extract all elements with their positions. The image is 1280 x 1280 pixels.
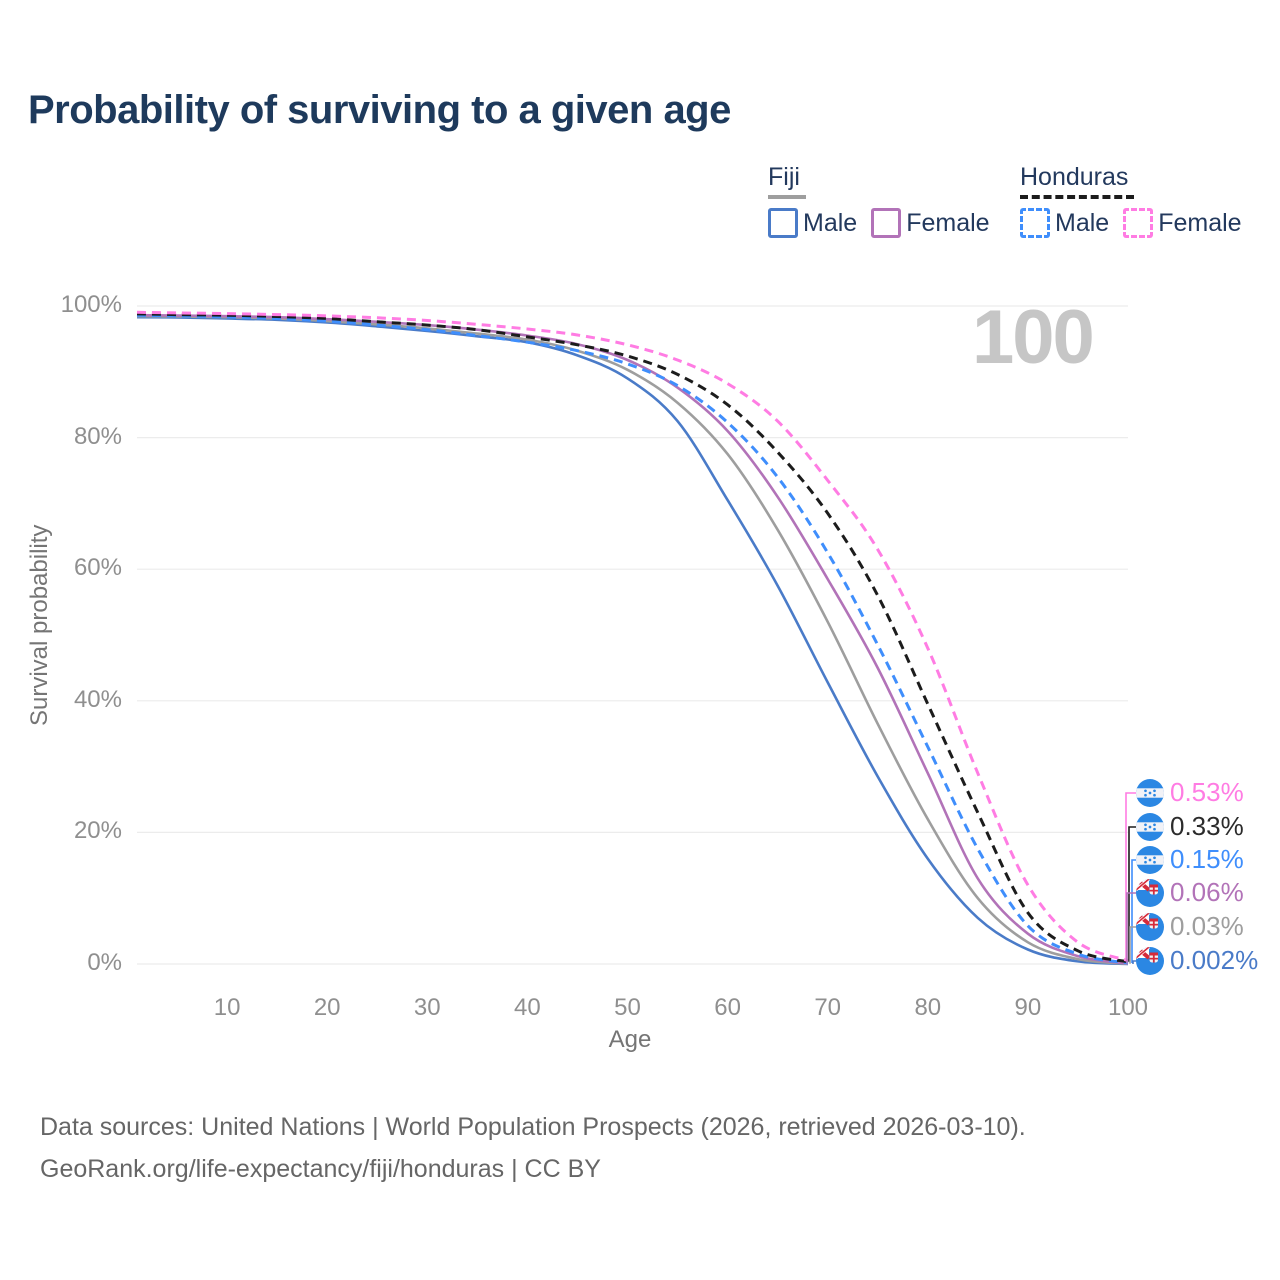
end-label-honduras-all: 0.33% — [1136, 811, 1244, 842]
end-label-fiji-female: 0.06% — [1136, 877, 1244, 908]
series-line-fiji-all[interactable] — [136, 314, 1129, 966]
x-axis-title: Age — [608, 1026, 652, 1053]
x-tick-label: 40 — [514, 994, 541, 1021]
x-tick-label: 100 — [1107, 994, 1149, 1021]
end-label-connector — [1126, 892, 1136, 964]
fiji-flag-icon — [1136, 878, 1164, 907]
end-label-honduras-male: 0.15% — [1136, 844, 1244, 875]
honduras-line-swatch — [1020, 195, 1134, 199]
end-label-value: 0.33% — [1170, 811, 1244, 841]
legend-item-fiji-male[interactable]: Male — [768, 208, 857, 238]
series-line-fiji-female[interactable] — [136, 313, 1129, 965]
y-tick-label: 0% — [87, 949, 122, 976]
x-tick-label: 60 — [714, 994, 741, 1021]
legend-country-honduras[interactable]: Honduras — [1020, 163, 1129, 191]
fiji-flag-icon — [1136, 946, 1164, 975]
legend-label-fiji-male: Male — [803, 208, 858, 237]
series-line-honduras-male[interactable] — [136, 313, 1129, 965]
x-tick-label: 80 — [914, 994, 942, 1021]
end-label-fiji-all: 0.03% — [1136, 911, 1244, 942]
end-label-connector — [1132, 960, 1136, 964]
legend-country-fiji[interactable]: Fiji — [768, 163, 800, 191]
end-label-honduras-female: 0.53% — [1136, 777, 1244, 808]
end-label-connector — [1131, 859, 1136, 963]
honduras-flag-icon — [1136, 778, 1164, 807]
series-line-honduras-female[interactable] — [136, 310, 1129, 962]
legend-item-honduras-female[interactable]: Female — [1123, 208, 1242, 238]
honduras-female-checkbox-icon[interactable] — [1123, 208, 1154, 238]
fiji-male-checkbox-icon[interactable] — [768, 208, 798, 238]
age-watermark: 100 — [972, 295, 1095, 380]
y-tick-label: 80% — [73, 422, 122, 450]
x-tick-label: 30 — [413, 994, 441, 1021]
series-line-honduras-all[interactable] — [136, 312, 1129, 964]
end-label-connector — [1125, 792, 1136, 961]
y-tick-label: 100% — [60, 291, 122, 318]
fiji-flag-icon — [1136, 912, 1164, 941]
honduras-male-checkbox-icon[interactable] — [1020, 208, 1050, 238]
footer-link[interactable]: GeoRank.org/life-expectancy/fiji/hondura… — [40, 1155, 601, 1183]
fiji-line-swatch — [768, 195, 806, 199]
x-tick-label: 70 — [814, 994, 842, 1021]
y-tick-label: 40% — [73, 685, 122, 713]
end-label-value: 0.03% — [1170, 911, 1244, 941]
series-line-fiji-male[interactable] — [136, 315, 1129, 966]
x-tick-label: 50 — [614, 994, 641, 1021]
y-tick-label: 20% — [73, 817, 122, 845]
legend-item-honduras-male[interactable]: Male — [1020, 208, 1109, 238]
x-tick-label: 20 — [313, 994, 341, 1021]
end-label-value: 0.15% — [1170, 844, 1244, 874]
legend-group-honduras: Honduras Male Female — [1020, 163, 1256, 238]
legend-label-honduras-male: Male — [1055, 208, 1110, 237]
x-tick-label: 90 — [1014, 994, 1042, 1021]
legend-group-fiji: Fiji Male Female — [768, 163, 1004, 238]
end-label-value: 0.002% — [1170, 945, 1259, 975]
end-label-fiji-male: 0.002% — [1136, 945, 1258, 976]
page-title: Probability of surviving to a given age — [28, 88, 731, 132]
end-label-connector — [1128, 826, 1136, 962]
end-label-connector — [1129, 926, 1136, 964]
honduras-flag-icon — [1136, 845, 1164, 874]
fiji-female-checkbox-icon[interactable] — [871, 208, 902, 238]
legend-label-fiji-female: Female — [906, 208, 990, 237]
end-label-value: 0.06% — [1170, 877, 1244, 907]
y-tick-label: 60% — [73, 554, 122, 582]
x-tick-label: 10 — [213, 994, 241, 1021]
legend-label-honduras-female: Female — [1158, 208, 1242, 237]
footer: Data sources: United Nations | World Pop… — [40, 1106, 1026, 1190]
legend-item-fiji-female[interactable]: Female — [871, 208, 990, 238]
honduras-flag-icon — [1136, 812, 1164, 841]
footer-sources: Data sources: United Nations | World Pop… — [40, 1113, 1026, 1141]
end-label-value: 0.53% — [1170, 777, 1244, 807]
